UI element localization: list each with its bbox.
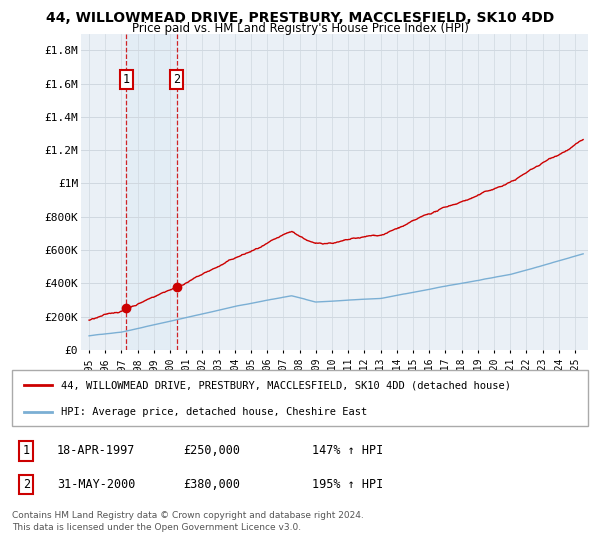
Text: £380,000: £380,000: [183, 478, 240, 491]
Text: 2: 2: [23, 478, 30, 491]
Text: Contains HM Land Registry data © Crown copyright and database right 2024.: Contains HM Land Registry data © Crown c…: [12, 511, 364, 520]
Text: This data is licensed under the Open Government Licence v3.0.: This data is licensed under the Open Gov…: [12, 523, 301, 532]
Bar: [126, 34, 177, 350]
Text: 2: 2: [173, 73, 181, 86]
Text: 1: 1: [122, 73, 130, 86]
Text: 44, WILLOWMEAD DRIVE, PRESTBURY, MACCLESFIELD, SK10 4DD (detached house): 44, WILLOWMEAD DRIVE, PRESTBURY, MACCLES…: [61, 380, 511, 390]
Text: 1: 1: [23, 444, 30, 458]
Text: 31-MAY-2000: 31-MAY-2000: [57, 478, 136, 491]
Text: HPI: Average price, detached house, Cheshire East: HPI: Average price, detached house, Ches…: [61, 407, 367, 417]
FancyBboxPatch shape: [12, 370, 588, 426]
Text: 44, WILLOWMEAD DRIVE, PRESTBURY, MACCLESFIELD, SK10 4DD: 44, WILLOWMEAD DRIVE, PRESTBURY, MACCLES…: [46, 11, 554, 25]
Text: 147% ↑ HPI: 147% ↑ HPI: [312, 444, 383, 458]
Text: 18-APR-1997: 18-APR-1997: [57, 444, 136, 458]
Text: £250,000: £250,000: [183, 444, 240, 458]
Text: Price paid vs. HM Land Registry's House Price Index (HPI): Price paid vs. HM Land Registry's House …: [131, 22, 469, 35]
Text: 195% ↑ HPI: 195% ↑ HPI: [312, 478, 383, 491]
